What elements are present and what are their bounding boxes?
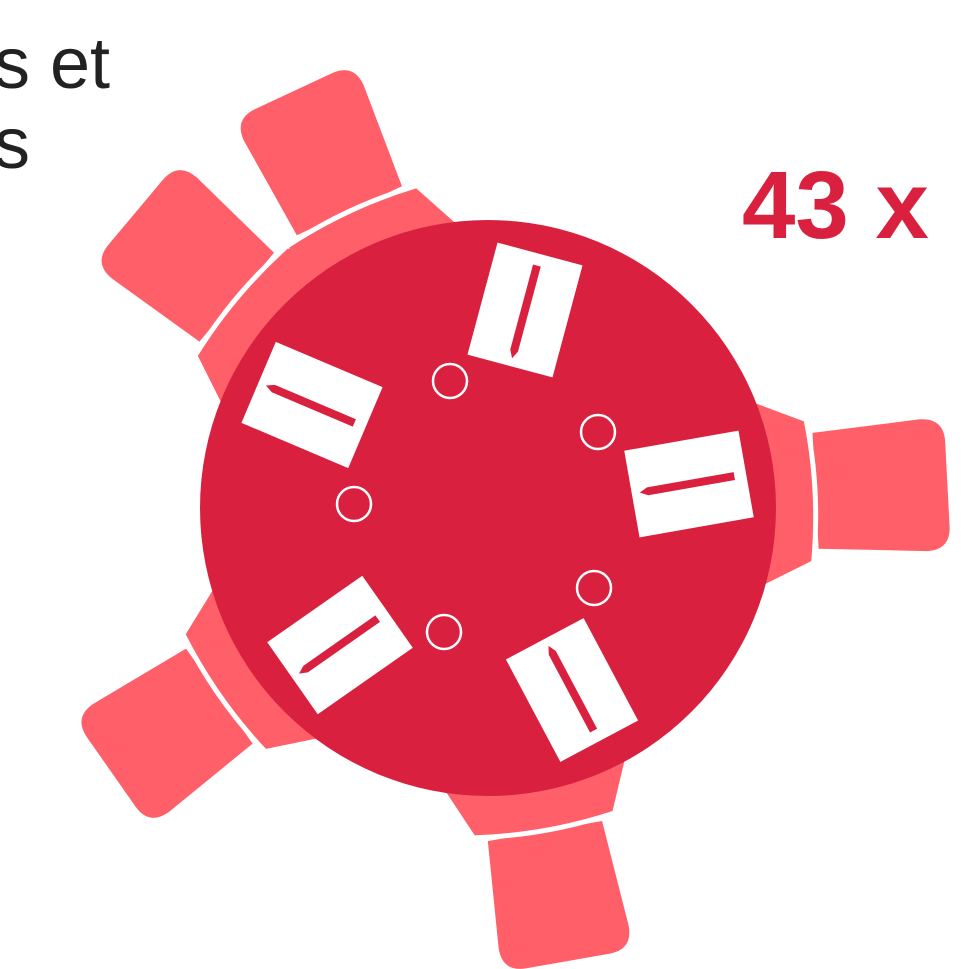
- glass-icon: [425, 613, 463, 651]
- glass-icon: [335, 485, 373, 523]
- table-count: 43 x: [742, 152, 929, 259]
- caption-line-1: s et: [0, 24, 111, 104]
- glass-icon: [431, 362, 469, 400]
- glass-icon: [579, 413, 617, 451]
- glass-icon: [575, 569, 613, 607]
- caption-line-2: s: [0, 104, 30, 184]
